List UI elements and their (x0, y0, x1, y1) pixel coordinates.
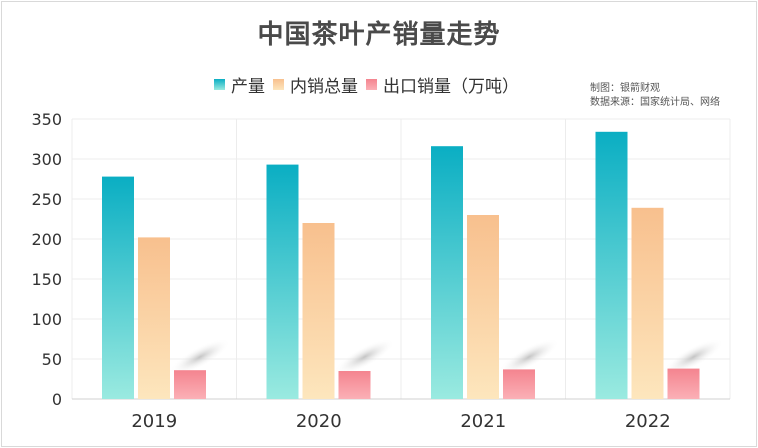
bar-production-2022 (595, 131, 628, 400)
bar-production-2020 (266, 164, 299, 399)
legend-label-export: 出口销量（万吨） (383, 76, 519, 97)
legend-swatch-domestic (273, 78, 284, 90)
credit-source: 数据来源：国家统计局、网络 (590, 97, 720, 108)
x-tick-label: 2019 (131, 411, 177, 432)
y-tick-label: 100 (31, 310, 62, 329)
bar-domestic-2021 (467, 215, 499, 399)
bar-shadow (169, 338, 231, 376)
bar-export-2022 (667, 368, 700, 399)
bar-production-2019 (102, 176, 134, 399)
legend-label-production: 产量 (231, 76, 265, 97)
bar-domestic-2020 (302, 223, 335, 399)
bar-export-2021 (503, 369, 535, 399)
legend-item-production: 产量 (214, 72, 265, 97)
chart-credit: 制图：银箭财观 数据来源：国家统计局、网络 (590, 82, 720, 110)
chart-title: 中国茶叶产销量走势 (257, 20, 501, 50)
legend-swatch-production (214, 78, 225, 90)
chart-legend: 产量 内销总量 出口销量（万吨） (214, 72, 527, 97)
y-tick-label: 50 (42, 350, 62, 369)
x-tick-label: 2022 (625, 411, 671, 432)
y-tick-label: 150 (31, 270, 62, 289)
y-tick-label: 350 (31, 110, 62, 129)
bar-domestic-2019 (138, 237, 170, 399)
bar-shadow (663, 338, 724, 376)
y-tick-label: 0 (52, 390, 62, 409)
bar-export-2020 (338, 371, 371, 399)
bar-shadow (334, 338, 395, 376)
credit-author: 制图：银箭财观 (590, 83, 660, 94)
legend-label-domestic: 内销总量 (290, 76, 358, 97)
bar-shadow (498, 338, 560, 376)
bar-domestic-2022 (631, 207, 664, 399)
y-tick-label: 300 (31, 150, 62, 169)
x-tick-label: 2021 (460, 411, 506, 432)
bar-production-2021 (431, 146, 463, 399)
legend-swatch-export (366, 78, 377, 90)
legend-item-domestic: 内销总量 (273, 72, 358, 97)
x-tick-label: 2020 (296, 411, 342, 432)
y-tick-label: 250 (31, 190, 62, 209)
legend-item-export: 出口销量（万吨） (366, 72, 519, 97)
bar-export-2019 (174, 370, 206, 399)
y-tick-label: 200 (31, 230, 62, 249)
